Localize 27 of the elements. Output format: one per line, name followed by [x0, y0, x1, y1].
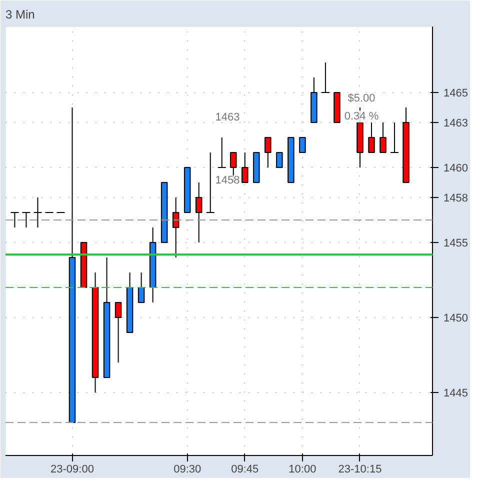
y-tick-label: 1465 [444, 88, 468, 100]
candlestick [264, 137, 272, 168]
candlestick [114, 302, 122, 363]
y-tick-label: 1455 [444, 238, 468, 250]
candlestick [195, 182, 202, 243]
candlestick [172, 197, 180, 258]
annotation: 1463 [215, 112, 240, 124]
x-tick-label: 23-09:00 [50, 464, 94, 476]
y-tick-label: 1460 [444, 162, 468, 174]
candlestick [368, 122, 375, 153]
annotation: 1458 [215, 174, 240, 186]
y-tick-label: 1450 [444, 312, 468, 324]
candlestick [299, 137, 306, 153]
y-tick-label: 1458 [444, 192, 468, 204]
candlestick [276, 152, 283, 168]
candlestick [380, 122, 386, 153]
annotation: 0.34 % [344, 110, 379, 122]
x-tick-label: 09:45 [231, 464, 259, 476]
x-tick-label: 09:30 [174, 464, 202, 476]
y-tick-label: 1463 [444, 118, 468, 130]
candlestick [242, 152, 248, 183]
x-tick-label: 10:00 [288, 464, 316, 476]
x-tick-label: 23-10:15 [338, 464, 382, 476]
y-tick-label: 1445 [444, 388, 468, 400]
chart-title: 3 Min [6, 8, 35, 22]
candlestick [138, 272, 145, 303]
annotation: $5.00 [348, 92, 376, 104]
